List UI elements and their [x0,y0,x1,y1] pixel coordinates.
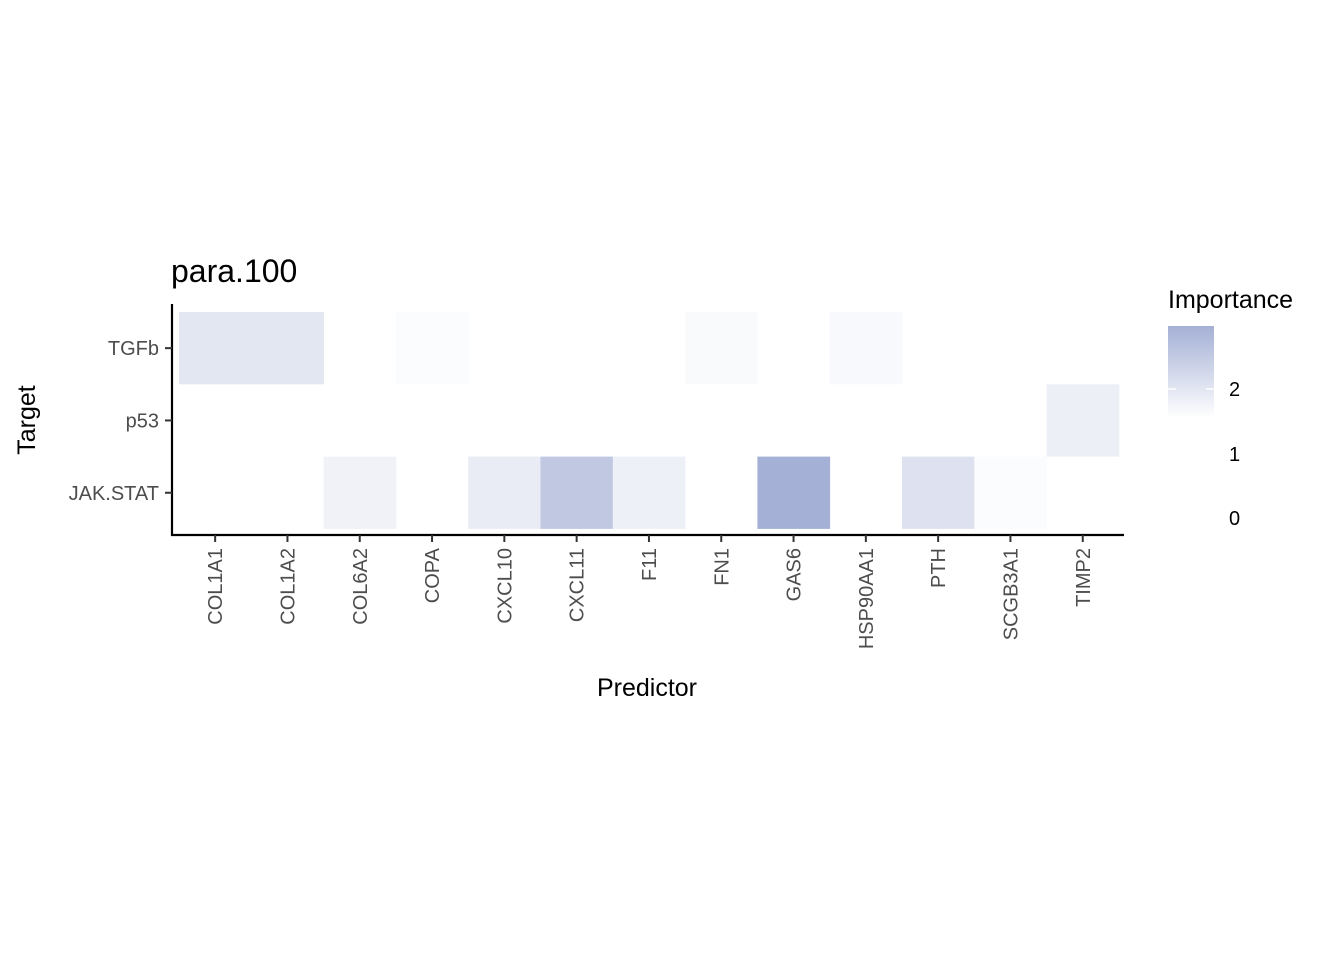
x-tick-label: COPA [422,547,444,603]
heatmap-cell-tgfb-copa [395,312,469,385]
heatmap-cell-jak-stat-cxcl10 [468,456,541,529]
y-axis-title: Target [13,385,41,455]
heatmap-cell-tgfb-col1a2 [251,312,324,385]
legend-tick-label: 1 [1229,444,1240,466]
x-tick-label: CXCL11 [567,548,589,622]
legend-ticks: 0 1 2 [1168,379,1240,530]
heatmap-cell-tgfb-hsp90aa1 [829,312,903,385]
x-tick-label: SCGB3A1 [1000,548,1022,640]
heatmap-cell-jak-stat-f11 [612,456,686,529]
legend-title: Importance [1168,286,1293,314]
x-tick-label: F11 [639,548,661,581]
x-tick-label: COL1A1 [205,548,227,625]
heatmap-cell-jak-stat-gas6 [757,456,831,529]
x-axis: COL1A1 COL1A2 COL6A2 COPA CXCL10 CXCL11 F11 FN1… [205,535,1095,649]
heatmap-cell-jak-stat-col6a2 [323,456,397,529]
x-tick-label: PTH [928,548,950,588]
x-tick-label: CXCL10 [494,548,516,624]
heatmap-cell-jak-stat-pth [902,456,975,529]
legend-colorbar [1168,326,1214,418]
legend: Importance 0 1 2 [1168,286,1293,530]
heatmap-cell-jak-stat-cxcl11 [540,456,614,529]
y-axis: TGFb p53 JAK.STAT [69,338,172,505]
y-tick-label: p53 [126,410,159,432]
heatmap-cell-tgfb-col1a1 [179,312,252,385]
legend-tick-label: 0 [1229,508,1240,530]
x-tick-label: HSP90AA1 [856,548,878,649]
heatmap-cell-tgfb-fn1 [685,312,758,385]
plot-title: para.100 [171,253,297,289]
x-tick-label: FN1 [711,548,733,586]
legend-tick-label: 2 [1229,379,1240,401]
heatmap-cell-jak-stat-scgb3a1 [974,456,1047,529]
x-tick-label: TIMP2 [1073,548,1095,607]
x-tick-label: COL6A2 [350,548,372,625]
x-tick-label: COL1A2 [277,548,299,625]
x-axis-title: Predictor [597,674,697,702]
x-tick-label: GAS6 [784,548,806,601]
y-tick-label: TGFb [108,338,159,360]
heatmap-cells [179,312,1120,529]
y-tick-label: JAK.STAT [69,483,159,505]
heatmap-cell-p53-timp2 [1046,384,1120,457]
